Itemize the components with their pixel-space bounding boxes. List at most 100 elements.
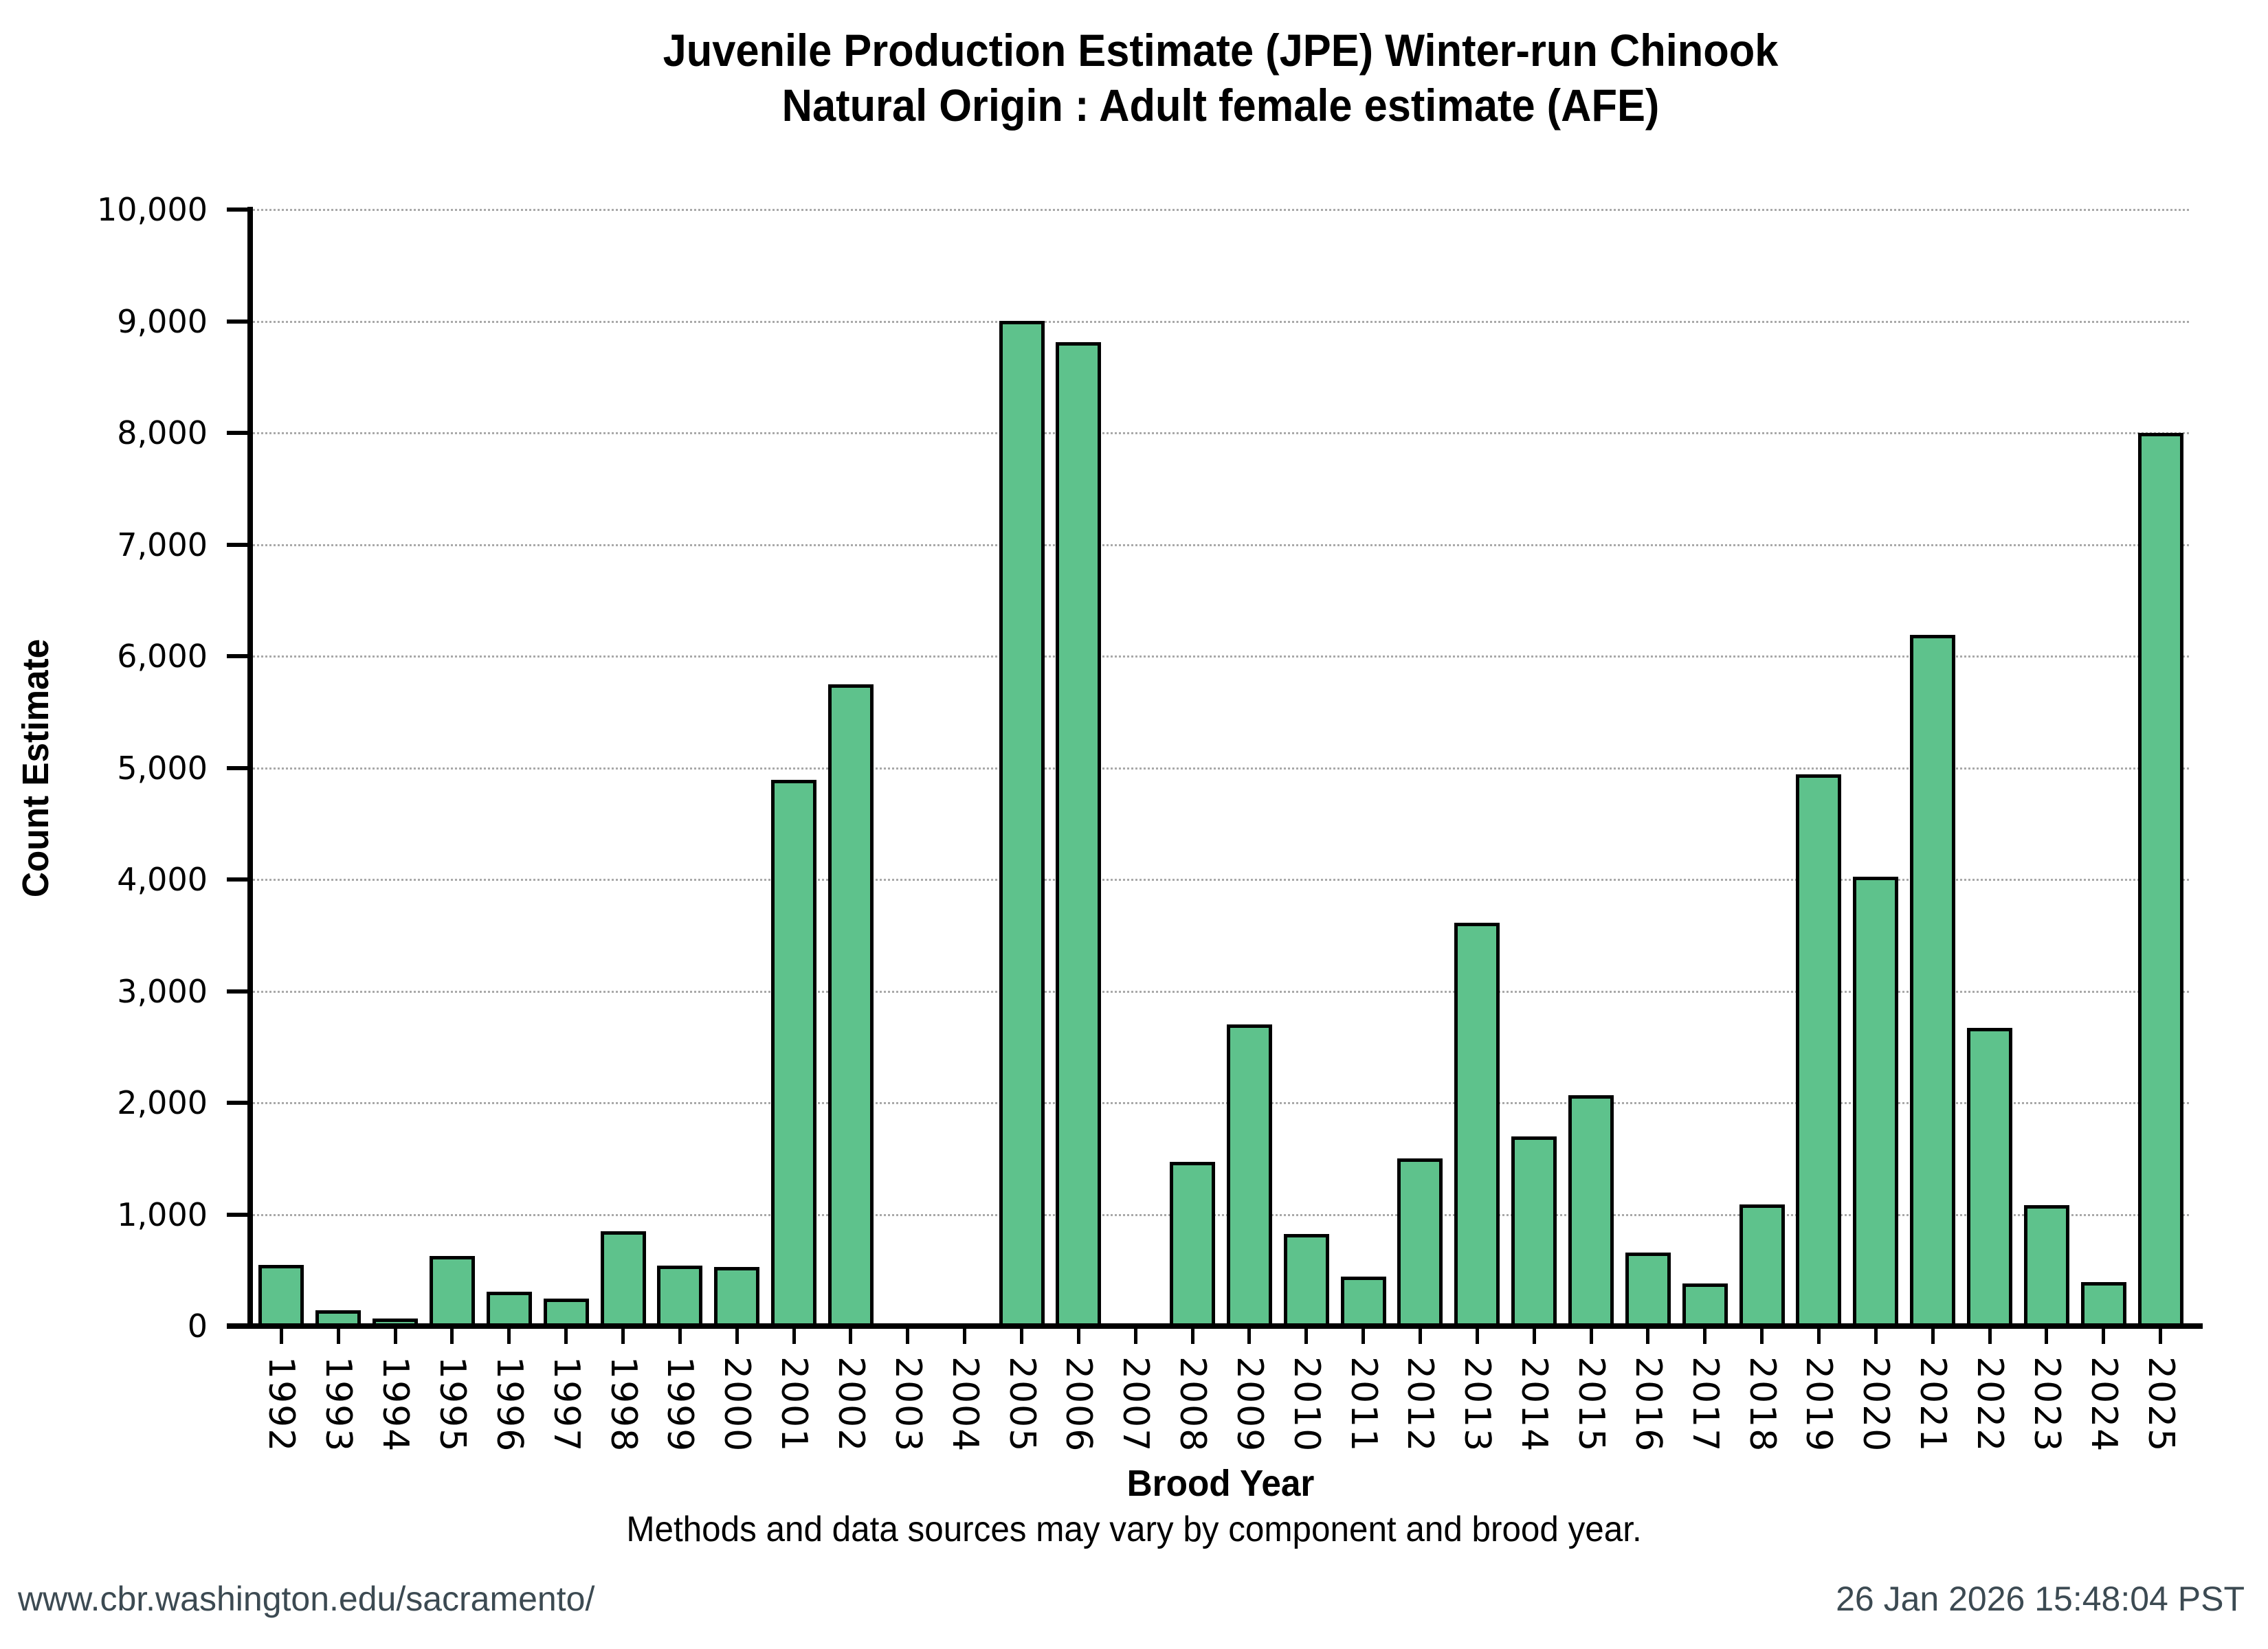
- y-axis-line: [247, 207, 253, 1329]
- x-tick-label: 1997: [546, 1356, 587, 1453]
- x-tick: [1646, 1329, 1649, 1344]
- y-tick: [227, 431, 248, 435]
- y-tick-label: 4,000: [117, 861, 208, 898]
- x-tick: [849, 1329, 852, 1344]
- bar: [2024, 1205, 2069, 1327]
- x-tick-label: 2010: [1286, 1356, 1327, 1453]
- x-tick: [1304, 1329, 1308, 1344]
- x-tick: [337, 1329, 340, 1344]
- x-tick-label: 1999: [659, 1356, 700, 1453]
- y-gridline: [253, 767, 2189, 770]
- y-tick-label: 0: [187, 1308, 208, 1345]
- y-gridline: [253, 655, 2189, 658]
- y-tick-label: 8,000: [117, 414, 208, 451]
- x-tick-label: 2023: [2026, 1356, 2067, 1453]
- bar: [1170, 1162, 1215, 1327]
- bar: [1341, 1277, 1386, 1327]
- x-tick-label: 2014: [1513, 1356, 1555, 1453]
- x-tick-label: 1994: [375, 1356, 416, 1453]
- x-tick: [621, 1329, 625, 1344]
- x-tick: [1874, 1329, 1878, 1344]
- x-tick: [450, 1329, 454, 1344]
- chart-title-line-1: Juvenile Production Estimate (JPE) Winte…: [663, 25, 1779, 76]
- x-tick: [1077, 1329, 1080, 1344]
- y-tick-label: 9,000: [117, 302, 208, 340]
- x-tick-label: 2013: [1456, 1356, 1498, 1453]
- x-tick: [1533, 1329, 1536, 1344]
- bar: [1511, 1136, 1557, 1327]
- x-tick: [906, 1329, 909, 1344]
- bar: [1056, 342, 1101, 1327]
- bar: [1227, 1024, 1272, 1327]
- x-tick: [1590, 1329, 1593, 1344]
- y-tick: [227, 1212, 248, 1217]
- y-gridline: [253, 1213, 2189, 1216]
- x-tick-label: 2018: [1742, 1356, 1783, 1453]
- bar: [999, 321, 1045, 1327]
- y-tick-label: 5,000: [117, 749, 208, 787]
- y-gridline: [253, 432, 2189, 434]
- bar: [1625, 1253, 1671, 1327]
- bar: [1739, 1204, 1785, 1327]
- bar: [1568, 1095, 1614, 1327]
- x-tick-label: 1996: [489, 1356, 530, 1453]
- bar: [487, 1292, 532, 1327]
- x-tick: [963, 1329, 966, 1344]
- bar: [2138, 433, 2183, 1327]
- x-tick-label: 2000: [716, 1356, 757, 1453]
- x-tick-label: 2025: [2140, 1356, 2181, 1453]
- x-tick: [678, 1329, 682, 1344]
- bar: [601, 1231, 646, 1327]
- bar: [1967, 1028, 2012, 1327]
- x-tick: [1020, 1329, 1023, 1344]
- y-tick-label: 1,000: [117, 1196, 208, 1233]
- x-tick: [792, 1329, 796, 1344]
- x-tick-label: 2015: [1570, 1356, 1612, 1453]
- x-tick: [1988, 1329, 1992, 1344]
- footnote: Methods and data sources may vary by com…: [626, 1510, 1642, 1549]
- x-tick-label: 2021: [1912, 1356, 1953, 1453]
- y-axis-label: Count Estimate: [15, 638, 56, 898]
- x-tick-label: 2005: [1001, 1356, 1043, 1453]
- x-tick: [507, 1329, 511, 1344]
- x-tick: [1134, 1329, 1137, 1344]
- x-tick-label: 2006: [1058, 1356, 1099, 1453]
- x-tick: [1931, 1329, 1935, 1344]
- y-tick: [227, 207, 248, 212]
- x-tick: [1817, 1329, 1821, 1344]
- x-tick-label: 1995: [432, 1356, 473, 1453]
- y-tick: [227, 654, 248, 658]
- x-tick-label: 2002: [830, 1356, 871, 1453]
- x-tick-label: 2024: [2083, 1356, 2124, 1453]
- x-tick-label: 2007: [1115, 1356, 1156, 1453]
- y-tick-label: 2,000: [117, 1084, 208, 1121]
- x-tick: [2102, 1329, 2105, 1344]
- x-tick: [2159, 1329, 2162, 1344]
- y-gridline: [253, 543, 2189, 546]
- y-tick: [227, 1101, 248, 1105]
- bar: [1853, 877, 1898, 1327]
- x-tick: [280, 1329, 283, 1344]
- x-tick-label: 1998: [603, 1356, 644, 1453]
- y-tick: [227, 877, 248, 882]
- x-tick: [1703, 1329, 1706, 1344]
- x-tick-label: 2003: [887, 1356, 929, 1453]
- x-tick-label: 2020: [1855, 1356, 1896, 1453]
- x-tick-label: 2011: [1343, 1356, 1384, 1453]
- x-tick: [1361, 1329, 1365, 1344]
- bar: [1397, 1158, 1443, 1327]
- x-tick: [1760, 1329, 1764, 1344]
- bar: [1454, 923, 1500, 1327]
- x-tick: [1419, 1329, 1422, 1344]
- x-axis-line: [227, 1323, 2203, 1329]
- x-tick-label: 1992: [260, 1356, 302, 1453]
- x-tick: [2045, 1329, 2048, 1344]
- x-tick: [1191, 1329, 1194, 1344]
- x-tick-label: 2001: [773, 1356, 814, 1453]
- bar: [771, 780, 816, 1327]
- x-axis-label: Brood Year: [1126, 1463, 1315, 1504]
- y-gridline: [253, 1102, 2189, 1104]
- y-tick-label: 3,000: [117, 972, 208, 1010]
- y-tick: [227, 989, 248, 994]
- bar: [2081, 1282, 2126, 1327]
